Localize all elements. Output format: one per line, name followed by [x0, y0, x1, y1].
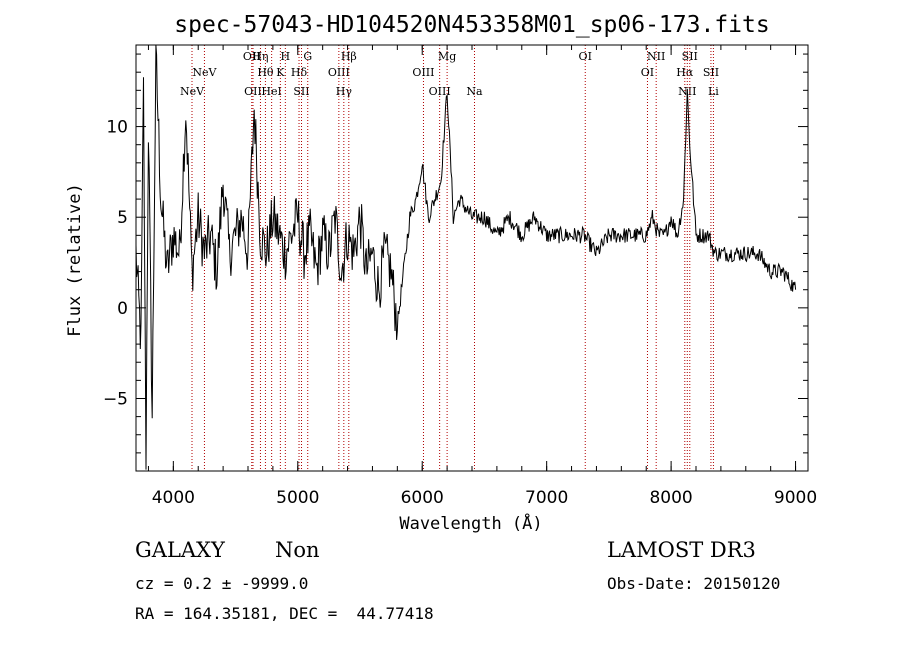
line-marker-label-11: G — [303, 50, 312, 63]
spectrum-series — [135, 44, 797, 470]
axis-ticks: 4000 5000 6000 7000 8000 9000 −5 0 5 10 — [103, 45, 817, 508]
line-marker-label-13: Hγ — [336, 85, 353, 98]
x-tick-label-1: 5000 — [276, 488, 319, 508]
line-marker-label-9: Hδ — [291, 66, 308, 79]
plot-frame — [135, 44, 809, 472]
x-tick-label-5: 9000 — [774, 488, 817, 508]
line-marker-label-17: Mg — [438, 50, 456, 63]
spectrum-line-0 — [135, 44, 797, 470]
y-axis-label: Flux (relative) — [65, 183, 85, 337]
line-marker-label-26: Li — [708, 85, 719, 98]
line-marker-label-5: Hθ — [257, 66, 274, 79]
line-marker-label-1: NeV — [192, 66, 217, 79]
y-tick-label-3: 10 — [106, 118, 128, 138]
object-class: GALAXY — [135, 538, 225, 562]
line-marker-label-20: OI — [641, 66, 654, 79]
line-marker-label-18: Na — [466, 85, 483, 98]
line-marker-label-22: Hα — [676, 66, 694, 79]
y-tick-label-0: −5 — [103, 389, 128, 409]
line-marker-label-6: HeI — [261, 85, 281, 98]
line-marker-label-3: OII — [244, 85, 262, 98]
line-marker-label-4: Hη — [252, 50, 268, 63]
line-marker-label-25: SII — [703, 66, 719, 79]
observation-date: Obs-Date: 20150120 — [607, 574, 781, 593]
line-marker-label-10: SII — [293, 85, 309, 98]
x-tick-label-4: 8000 — [649, 488, 692, 508]
line-marker-label-14: Hβ — [341, 50, 357, 63]
emission-line-markers: NeVNeVOIIOIIHηHθHeIKHHδSIIGOIIIHγHβOIIIO… — [180, 45, 719, 471]
line-marker-label-7: K — [276, 66, 285, 79]
x-axis-label: Wavelength (Å) — [399, 512, 542, 534]
line-marker-label-12: OIII — [328, 66, 350, 79]
x-tick-label-0: 4000 — [152, 488, 195, 508]
redshift-readout: cz = 0.2 ± -9999.0 — [135, 574, 309, 593]
line-marker-label-21: NII — [647, 50, 665, 63]
line-marker-label-16: OIII — [429, 85, 451, 98]
x-tick-label-3: 7000 — [525, 488, 568, 508]
x-tick-label-2: 6000 — [401, 488, 444, 508]
line-marker-label-24: SII — [682, 50, 698, 63]
line-marker-label-15: OIII — [412, 66, 434, 79]
line-marker-label-2: OII — [243, 50, 261, 63]
line-marker-label-8: H — [281, 50, 291, 63]
y-tick-label-1: 0 — [117, 299, 128, 319]
line-marker-label-0: NeV — [180, 85, 205, 98]
y-tick-label-2: 5 — [117, 208, 128, 228]
line-marker-label-19: OI — [579, 50, 592, 63]
chart-title: spec-57043-HD104520N453358M01_sp06-173.f… — [174, 12, 769, 38]
survey-name: LAMOST DR3 — [607, 538, 756, 562]
object-subclass: Non — [275, 538, 320, 562]
coordinates-readout: RA = 164.35181, DEC = 44.77418 — [135, 604, 434, 623]
